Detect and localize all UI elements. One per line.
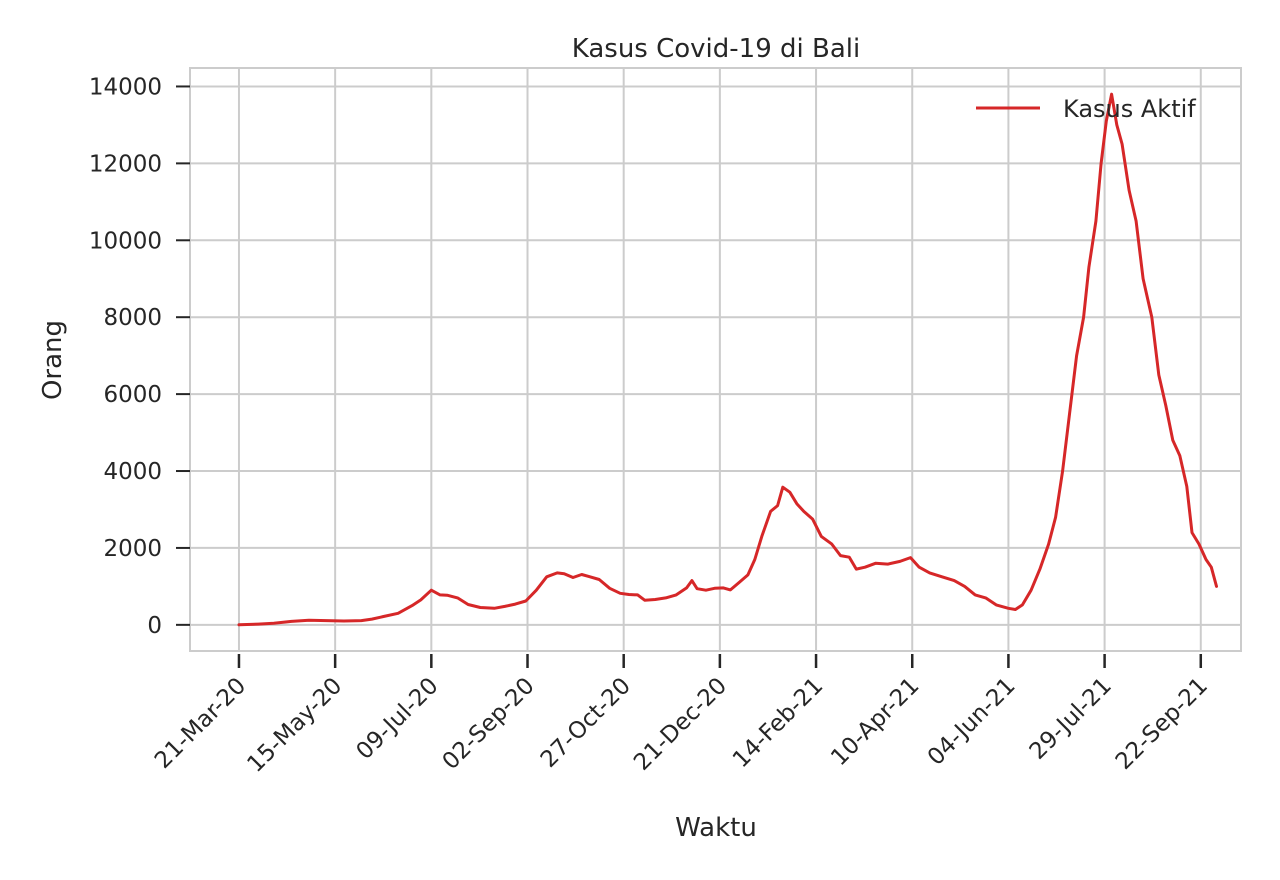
plot-area-frame	[189, 67, 1242, 652]
grid-lines	[190, 68, 1241, 651]
legend-label: Kasus Aktif	[1063, 95, 1196, 123]
y-tick-label: 8000	[103, 305, 162, 331]
legend: Kasus Aktif	[976, 95, 1196, 123]
chart-title: Kasus Covid-19 di Bali	[572, 34, 860, 64]
series-line-kasus-aktif	[237, 92, 1218, 627]
x-axis-title: Waktu	[675, 813, 757, 843]
y-tick-label: 10000	[89, 228, 162, 254]
series-layer	[237, 92, 1218, 627]
y-tick-label: 4000	[103, 459, 162, 485]
y-tick-label: 6000	[103, 382, 162, 408]
y-tick-label: 0	[147, 613, 162, 639]
y-tick-label: 14000	[89, 74, 162, 100]
y-tick-label: 12000	[89, 151, 162, 177]
y-tick-label: 2000	[103, 536, 162, 562]
y-axis-ticks: 0 2000 4000 6000 8000 10000 12000 14000	[89, 74, 190, 639]
y-axis-title: Orang	[38, 320, 68, 400]
